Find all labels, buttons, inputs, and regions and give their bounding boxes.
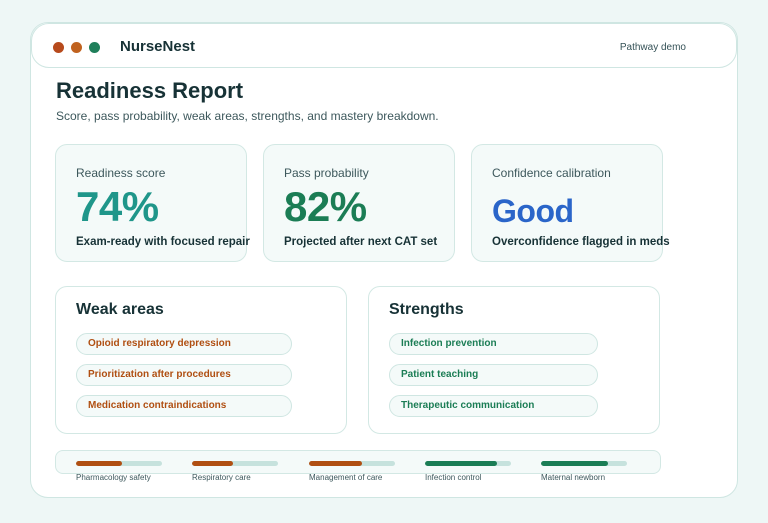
mastery-label: Management of care bbox=[309, 473, 383, 482]
weak-areas-panel: Weak areas Opioid respiratory depression… bbox=[55, 286, 347, 434]
mode-label: Pathway demo bbox=[619, 42, 686, 53]
close-window-dot[interactable] bbox=[53, 42, 64, 53]
mastery-bar-fill bbox=[192, 461, 234, 466]
mastery-label: Respiratory care bbox=[192, 473, 251, 482]
mastery-item-maternal bbox=[541, 461, 627, 466]
strength-chip[interactable]: Patient teaching bbox=[389, 364, 598, 386]
metric-note: Projected after next CAT set bbox=[284, 236, 438, 248]
minimize-window-dot[interactable] bbox=[71, 42, 82, 53]
metric-value: 82% bbox=[284, 183, 367, 230]
readiness-score-card: Readiness score 74% Exam-ready with focu… bbox=[55, 144, 250, 262]
mastery-item-management bbox=[309, 461, 395, 466]
strengths-panel: Strengths Infection prevention Patient t… bbox=[368, 286, 660, 434]
mastery-item-infection bbox=[425, 461, 511, 466]
mastery-label: Infection control bbox=[425, 473, 482, 482]
panel-title: Strengths bbox=[389, 301, 464, 318]
mastery-bar bbox=[541, 461, 627, 466]
pass-probability-card: Pass probability 82% Projected after nex… bbox=[263, 144, 455, 262]
metric-note: Overconfidence flagged in meds bbox=[492, 236, 670, 248]
app-name: NurseNest bbox=[120, 38, 196, 55]
mastery-item-respiratory bbox=[192, 461, 278, 466]
weak-area-chip[interactable]: Prioritization after procedures bbox=[76, 364, 292, 386]
metric-note: Exam-ready with focused repair bbox=[76, 236, 250, 248]
metric-label: Pass probability bbox=[284, 166, 369, 180]
weak-area-chip[interactable]: Medication contraindications bbox=[76, 395, 292, 417]
mastery-bar-fill bbox=[541, 461, 609, 466]
metric-value: Good bbox=[492, 193, 574, 229]
mastery-label: Pharmacology safety bbox=[76, 473, 151, 482]
title-bar: NurseNest Pathway demo bbox=[31, 23, 737, 68]
mastery-bar-fill bbox=[425, 461, 498, 466]
mastery-breakdown bbox=[55, 450, 661, 474]
metric-label: Readiness score bbox=[76, 166, 166, 180]
mastery-label: Maternal newborn bbox=[541, 473, 606, 482]
page-title: Readiness Report bbox=[56, 78, 244, 103]
mastery-bar bbox=[76, 461, 162, 466]
metric-value: 74% bbox=[76, 183, 159, 230]
page-subtitle: Score, pass probability, weak areas, str… bbox=[56, 109, 439, 123]
mastery-bar bbox=[425, 461, 511, 466]
confidence-calibration-card: Confidence calibration Good Overconfiden… bbox=[471, 144, 670, 262]
maximize-window-dot[interactable] bbox=[89, 42, 100, 53]
weak-area-chip[interactable]: Opioid respiratory depression bbox=[76, 333, 292, 355]
strength-chip[interactable]: Infection prevention bbox=[389, 333, 598, 355]
metric-label: Confidence calibration bbox=[492, 166, 611, 180]
mastery-item-pharmacology bbox=[76, 461, 162, 466]
strength-chip[interactable]: Therapeutic communication bbox=[389, 395, 598, 417]
mastery-bar-fill bbox=[76, 461, 123, 466]
panel-title: Weak areas bbox=[76, 301, 164, 318]
mastery-bar bbox=[192, 461, 278, 466]
mastery-bar bbox=[309, 461, 395, 466]
mastery-bar-fill bbox=[309, 461, 363, 466]
